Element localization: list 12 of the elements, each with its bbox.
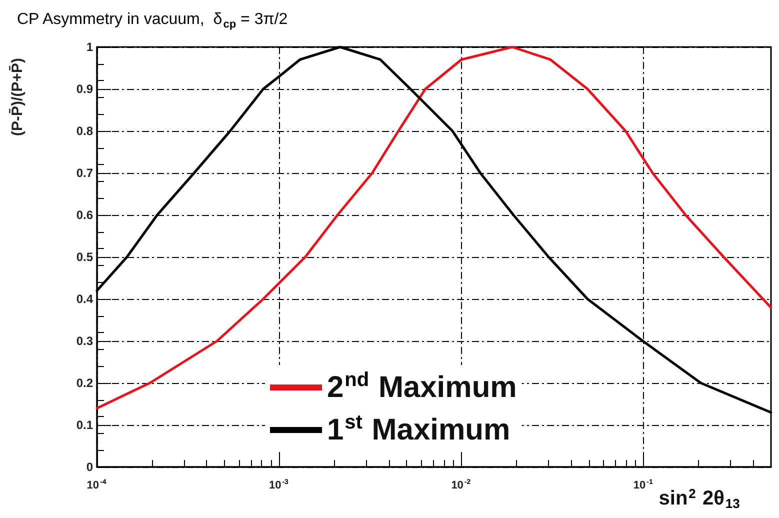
y-tick-label: 0.3 [76,334,94,348]
y-tick-label: 0.2 [76,376,94,390]
y-tick-label: 0.5 [76,250,94,264]
y-tick-label: 0.6 [76,208,94,222]
y-axis-title: (P-P̄)/(P+P̄) [9,58,26,136]
y-tick-label: 0.1 [76,418,94,432]
y-tick-label: 0.7 [76,166,94,180]
y-tick-label: 0.4 [76,292,94,306]
y-tick-label: 0.9 [76,82,94,96]
y-tick-label: 0.8 [76,124,94,138]
y-tick-label: 0 [86,460,94,474]
y-tick-label: 1 [86,40,94,54]
